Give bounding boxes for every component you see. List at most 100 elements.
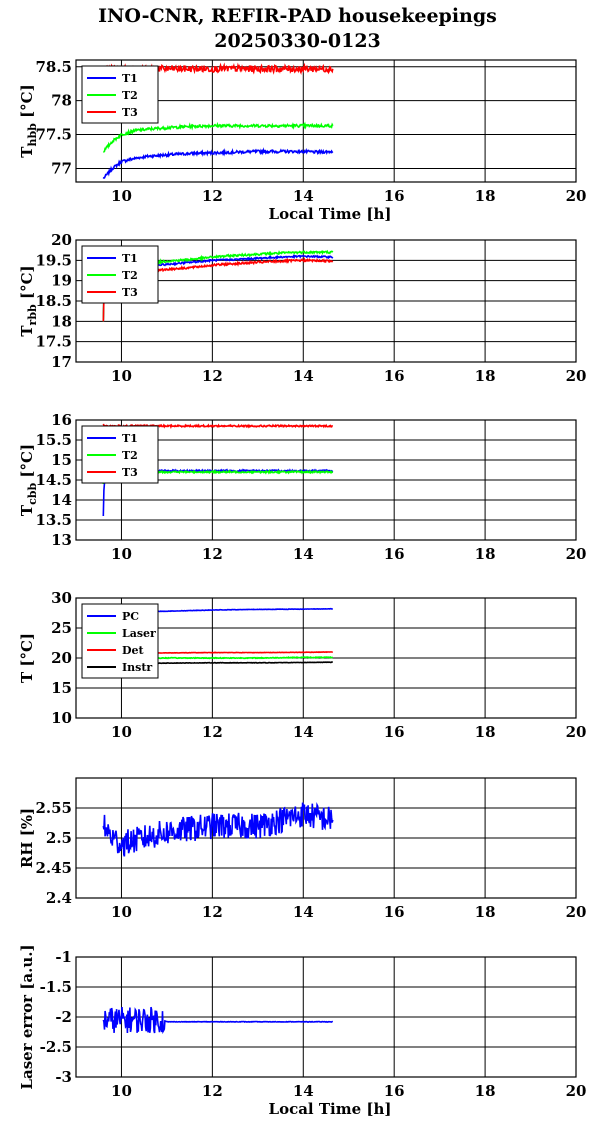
x-tick-label: 10 bbox=[111, 187, 132, 205]
y-axis-label: Trbb [°C] bbox=[18, 265, 39, 336]
legend: T1 T2 T3 bbox=[81, 425, 159, 484]
legend-label: T3 bbox=[122, 466, 138, 479]
y-tick-label: 10 bbox=[51, 709, 72, 727]
x-tick-label: 10 bbox=[111, 545, 132, 563]
x-tick-label: 12 bbox=[202, 903, 223, 921]
chart-panel-1: 10 12 14 16 18 20 77 77.5 78 78.5 Local Time [h] Th… bbox=[18, 58, 586, 223]
y-tick-label: -3 bbox=[55, 1068, 72, 1086]
y-tick-label: 14.5 bbox=[35, 471, 72, 489]
y-tick-label: 16 bbox=[51, 411, 72, 429]
y-tick-label: 17.5 bbox=[35, 333, 72, 351]
legend: T1 T2 T3 bbox=[81, 245, 159, 304]
y-tick-label: 20 bbox=[51, 649, 72, 667]
x-tick-label: 10 bbox=[111, 903, 132, 921]
y-tick-label: 15.5 bbox=[35, 431, 72, 449]
legend: PC Laser Det Instr bbox=[81, 603, 159, 679]
x-tick-label: 16 bbox=[384, 723, 405, 741]
x-tick-label: 16 bbox=[384, 367, 405, 385]
legend-label: T2 bbox=[122, 269, 138, 282]
series-group bbox=[102, 1006, 334, 1035]
x-axis-label: Local Time [h] bbox=[269, 1100, 392, 1118]
x-tick-label: 12 bbox=[202, 1082, 223, 1100]
legend-label: Laser bbox=[122, 627, 156, 640]
chart-title-line2: 20250330-0123 bbox=[214, 30, 381, 52]
x-tick-label: 20 bbox=[566, 187, 587, 205]
series-group bbox=[102, 801, 334, 857]
y-axis-label: T [°C] bbox=[18, 633, 36, 683]
y-tick-label: 20 bbox=[51, 231, 72, 249]
y-axis-label: Laser error [a.u.] bbox=[18, 944, 36, 1089]
chart-title: INO-CNR, REFIR-PAD housekeepings 2025033… bbox=[0, 4, 595, 54]
plot-frame bbox=[75, 777, 577, 899]
x-tick-label: 18 bbox=[475, 367, 496, 385]
y-tick-label: 30 bbox=[51, 589, 72, 607]
x-tick-label: 14 bbox=[293, 903, 314, 921]
legend-label: T2 bbox=[122, 449, 138, 462]
legend-label: T2 bbox=[122, 89, 138, 102]
y-tick-label: 18 bbox=[51, 312, 72, 330]
y-tick-label: -1.5 bbox=[40, 978, 72, 996]
y-tick-label: 2.5 bbox=[46, 829, 72, 847]
legend-box bbox=[81, 425, 159, 484]
x-tick-label: 12 bbox=[202, 545, 223, 563]
x-tick-label: 14 bbox=[293, 187, 314, 205]
plot-frame bbox=[75, 59, 577, 183]
series-line-t2 bbox=[102, 121, 334, 153]
plot-frame bbox=[75, 239, 577, 363]
plot-frame bbox=[75, 419, 577, 541]
x-tick-label: 14 bbox=[293, 367, 314, 385]
x-tick-label: 18 bbox=[475, 903, 496, 921]
y-tick-label: -2 bbox=[55, 1008, 72, 1026]
y-tick-label: 14 bbox=[51, 491, 72, 509]
x-tick-label: 20 bbox=[566, 723, 587, 741]
y-tick-label: -2.5 bbox=[40, 1038, 72, 1056]
x-tick-label: 14 bbox=[293, 545, 314, 563]
y-tick-label: 77.5 bbox=[35, 126, 72, 144]
x-tick-label: 16 bbox=[384, 1082, 405, 1100]
legend-label: Det bbox=[122, 644, 145, 657]
x-tick-label: 10 bbox=[111, 723, 132, 741]
y-tick-label: 13.5 bbox=[35, 511, 72, 529]
y-tick-label: 17 bbox=[51, 353, 72, 371]
chart-panel-3: 10 12 14 16 18 20 13 13.5 14 14.5 15 15.5 16 Tcbb [°C… bbox=[18, 411, 586, 563]
plot-frame bbox=[75, 956, 577, 1078]
x-tick-label: 12 bbox=[202, 187, 223, 205]
plot-frame bbox=[75, 597, 577, 719]
series-line-data bbox=[102, 801, 334, 857]
legend-label: Instr bbox=[122, 661, 152, 674]
x-tick-label: 18 bbox=[475, 545, 496, 563]
x-axis-label: Local Time [h] bbox=[269, 205, 392, 223]
x-tick-label: 18 bbox=[475, 1082, 496, 1100]
x-tick-label: 20 bbox=[566, 367, 587, 385]
y-tick-label: 78 bbox=[51, 92, 72, 110]
legend: T1 T2 T3 bbox=[81, 65, 159, 124]
x-tick-label: 16 bbox=[384, 187, 405, 205]
y-tick-label: 19 bbox=[51, 272, 72, 290]
x-tick-label: 18 bbox=[475, 187, 496, 205]
legend-label: T3 bbox=[122, 106, 138, 119]
x-tick-label: 18 bbox=[475, 723, 496, 741]
x-tick-label: 10 bbox=[111, 367, 132, 385]
series-line-t1 bbox=[102, 147, 334, 180]
chart-panel-2: 10 12 14 16 18 20 17 17.5 18 18.5 19 19.5 20 Trbb [°C… bbox=[18, 231, 586, 385]
x-tick-label: 14 bbox=[293, 723, 314, 741]
y-tick-label: 2.4 bbox=[46, 889, 72, 907]
x-tick-label: 20 bbox=[566, 545, 587, 563]
x-tick-label: 20 bbox=[566, 1082, 587, 1100]
y-tick-label: 15 bbox=[51, 679, 72, 697]
x-tick-label: 16 bbox=[384, 545, 405, 563]
y-tick-label: 19.5 bbox=[35, 251, 72, 269]
x-tick-label: 12 bbox=[202, 723, 223, 741]
y-axis-label: RH [%] bbox=[18, 808, 36, 868]
y-tick-label: 25 bbox=[51, 619, 72, 637]
y-axis-label: Thbb [°C] bbox=[18, 84, 39, 157]
y-axis-label: Tcbb [°C] bbox=[18, 444, 39, 516]
legend-label: T1 bbox=[122, 72, 138, 85]
legend-label: PC bbox=[122, 610, 139, 623]
series-line-data bbox=[102, 1006, 334, 1035]
x-tick-label: 14 bbox=[293, 1082, 314, 1100]
legend-label: T3 bbox=[122, 286, 138, 299]
chart-title-line1: INO-CNR, REFIR-PAD housekeepings bbox=[98, 5, 497, 27]
